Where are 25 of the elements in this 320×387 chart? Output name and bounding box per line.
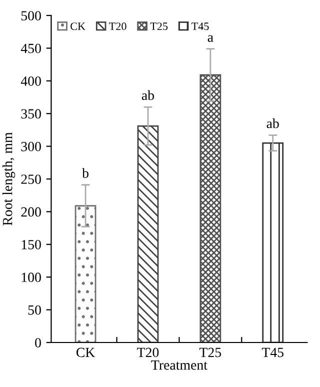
y-tick-label: 50: [28, 305, 41, 315]
legend-label: T25: [150, 22, 168, 30]
y-tick-label: 450: [20, 44, 41, 54]
legend-label: CK: [70, 22, 86, 30]
y-tick-label: 150: [22, 240, 41, 250]
annotation: ab: [142, 90, 154, 100]
annotation: b: [82, 168, 88, 178]
y-tick-label: 0: [35, 338, 41, 348]
y-axis-title: Root length, mm: [2, 132, 16, 226]
x-tick-label: CK: [76, 348, 96, 358]
y-tick-label: 200: [21, 207, 41, 217]
x-tick-label: T25: [199, 348, 222, 358]
legend-label: T20: [109, 22, 126, 30]
x-tick-label: T20: [137, 348, 159, 358]
x-axis-title: Treatment: [151, 360, 208, 370]
annotation: a: [208, 35, 214, 42]
y-tick-label: 250: [21, 174, 41, 184]
x-tick-label: T45: [262, 348, 284, 358]
y-tick-label: 400: [20, 76, 41, 86]
y-tick-label: 300: [21, 142, 41, 152]
y-tick-label: 350: [21, 109, 41, 119]
y-tick-label: 500: [21, 11, 41, 20]
annotation: ab: [266, 118, 279, 128]
legend-label: T45: [192, 22, 209, 30]
y-tick-label: 100: [22, 272, 41, 282]
